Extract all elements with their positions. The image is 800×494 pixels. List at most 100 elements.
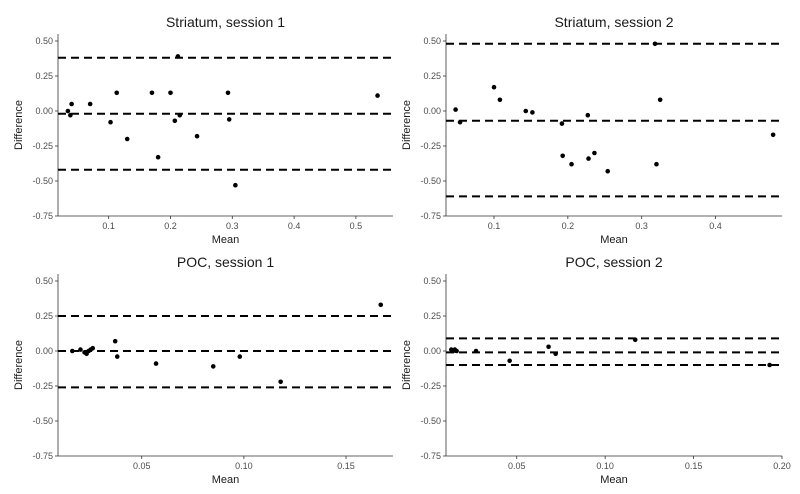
y-tick-label: 0.50 xyxy=(35,276,53,286)
y-tick-label: 0.25 xyxy=(423,311,441,321)
data-point xyxy=(523,108,529,114)
data-point xyxy=(237,354,243,359)
data-point xyxy=(69,348,75,354)
panel-1: Striatum, session 1 -0.75 -0.50 -0.25 0.00 0.… xyxy=(13,14,393,246)
data-point xyxy=(592,150,597,156)
data-point xyxy=(194,133,200,139)
data-point xyxy=(553,351,558,357)
y-tick-label: -0.50 xyxy=(420,176,441,186)
data-point xyxy=(767,362,772,368)
y-tick-label: 0.25 xyxy=(35,71,53,81)
data-point xyxy=(78,347,83,352)
y-tick-label: -0.25 xyxy=(32,381,53,391)
x-axis-label: Mean xyxy=(600,234,628,246)
y-tick-label: -0.75 xyxy=(420,211,441,221)
y-tick-label: -0.50 xyxy=(420,416,441,426)
data-point xyxy=(155,154,161,160)
x-tick-label: 0.4 xyxy=(709,221,722,231)
data-point xyxy=(770,132,776,138)
x-tick-label: 0.4 xyxy=(288,221,301,231)
data-point xyxy=(652,41,658,47)
y-axis-label: Difference xyxy=(13,100,25,150)
data-point xyxy=(569,161,574,167)
data-point xyxy=(175,54,181,59)
x-tick-label: 0.2 xyxy=(164,221,177,231)
data-point xyxy=(114,354,120,359)
x-tick-label: 0.1 xyxy=(102,221,115,231)
y-tick-label: 0.50 xyxy=(423,276,441,286)
y-tick-label: -0.50 xyxy=(32,176,53,186)
data-point xyxy=(654,161,659,167)
y-tick-label: 0.50 xyxy=(423,36,441,46)
data-point xyxy=(65,108,71,114)
data-point xyxy=(605,168,611,174)
data-point xyxy=(87,101,93,107)
x-tick-label: 0.15 xyxy=(685,461,703,471)
panel-4: POC, session 2 -0.75 -0.50 -0.25 0.00 0.25 0.5… xyxy=(401,254,791,486)
data-point xyxy=(378,302,384,308)
y-tick-label: 0.25 xyxy=(423,71,441,81)
data-point xyxy=(559,121,565,126)
data-point xyxy=(657,97,663,103)
x-tick-label: 0.15 xyxy=(337,461,355,471)
data-point xyxy=(114,90,120,96)
x-tick-label: 0.05 xyxy=(133,461,151,471)
x-tick-label: 0.05 xyxy=(508,461,526,471)
x-tick-label: 0.2 xyxy=(562,221,575,231)
data-point xyxy=(226,117,232,122)
panel-title: POC, session 2 xyxy=(565,254,662,270)
data-point xyxy=(210,364,216,369)
data-point xyxy=(546,344,551,350)
data-point xyxy=(507,358,512,364)
x-tick-label: 0.5 xyxy=(350,221,363,231)
data-point xyxy=(153,361,159,366)
y-tick-label: -0.25 xyxy=(32,141,53,151)
data-point xyxy=(454,348,459,354)
data-point xyxy=(585,112,591,118)
panel-title: Striatum, session 1 xyxy=(166,14,285,30)
data-point xyxy=(632,337,638,343)
x-tick-label: 0.20 xyxy=(773,461,791,471)
y-tick-label: 0.50 xyxy=(35,36,53,46)
data-point xyxy=(491,84,497,90)
data-point xyxy=(453,107,458,112)
data-point xyxy=(457,119,463,125)
x-tick-label: 0.10 xyxy=(596,461,614,471)
data-point xyxy=(586,156,591,161)
data-point xyxy=(90,345,96,351)
data-point xyxy=(473,348,479,354)
data-point xyxy=(233,182,238,188)
x-tick-label: 0.1 xyxy=(488,221,501,231)
y-tick-label: 0.00 xyxy=(35,106,53,116)
panel-3: POC, session 1 -0.75 -0.50 -0.25 0.00 0.25 0.5… xyxy=(13,254,393,486)
y-tick-label: -0.75 xyxy=(32,451,53,461)
x-axis-label: Mean xyxy=(212,234,240,246)
data-point xyxy=(168,90,173,96)
data-point xyxy=(560,153,565,159)
data-point xyxy=(69,101,74,107)
data-point xyxy=(112,338,118,344)
data-point xyxy=(172,118,178,124)
y-tick-label: 0.00 xyxy=(35,346,53,356)
y-tick-label: 0.25 xyxy=(35,311,53,321)
y-tick-label: -0.25 xyxy=(420,381,441,391)
x-axis-label: Mean xyxy=(600,474,628,486)
x-axis-label: Mean xyxy=(212,474,240,486)
data-point xyxy=(225,90,231,96)
data-point xyxy=(497,97,503,103)
y-tick-label: 0.00 xyxy=(423,106,441,116)
y-axis-label: Difference xyxy=(401,100,413,150)
data-point xyxy=(108,119,113,125)
data-point xyxy=(375,93,380,98)
data-point xyxy=(149,90,155,96)
data-point xyxy=(124,136,130,142)
y-axis-label: Difference xyxy=(401,340,413,390)
y-tick-label: -0.75 xyxy=(32,211,53,221)
panel-title: POC, session 1 xyxy=(177,254,274,270)
data-point xyxy=(278,379,283,385)
panel-title: Striatum, session 2 xyxy=(554,14,673,30)
x-tick-label: 0.10 xyxy=(235,461,253,471)
y-tick-label: 0.00 xyxy=(423,346,441,356)
data-point xyxy=(530,110,535,115)
